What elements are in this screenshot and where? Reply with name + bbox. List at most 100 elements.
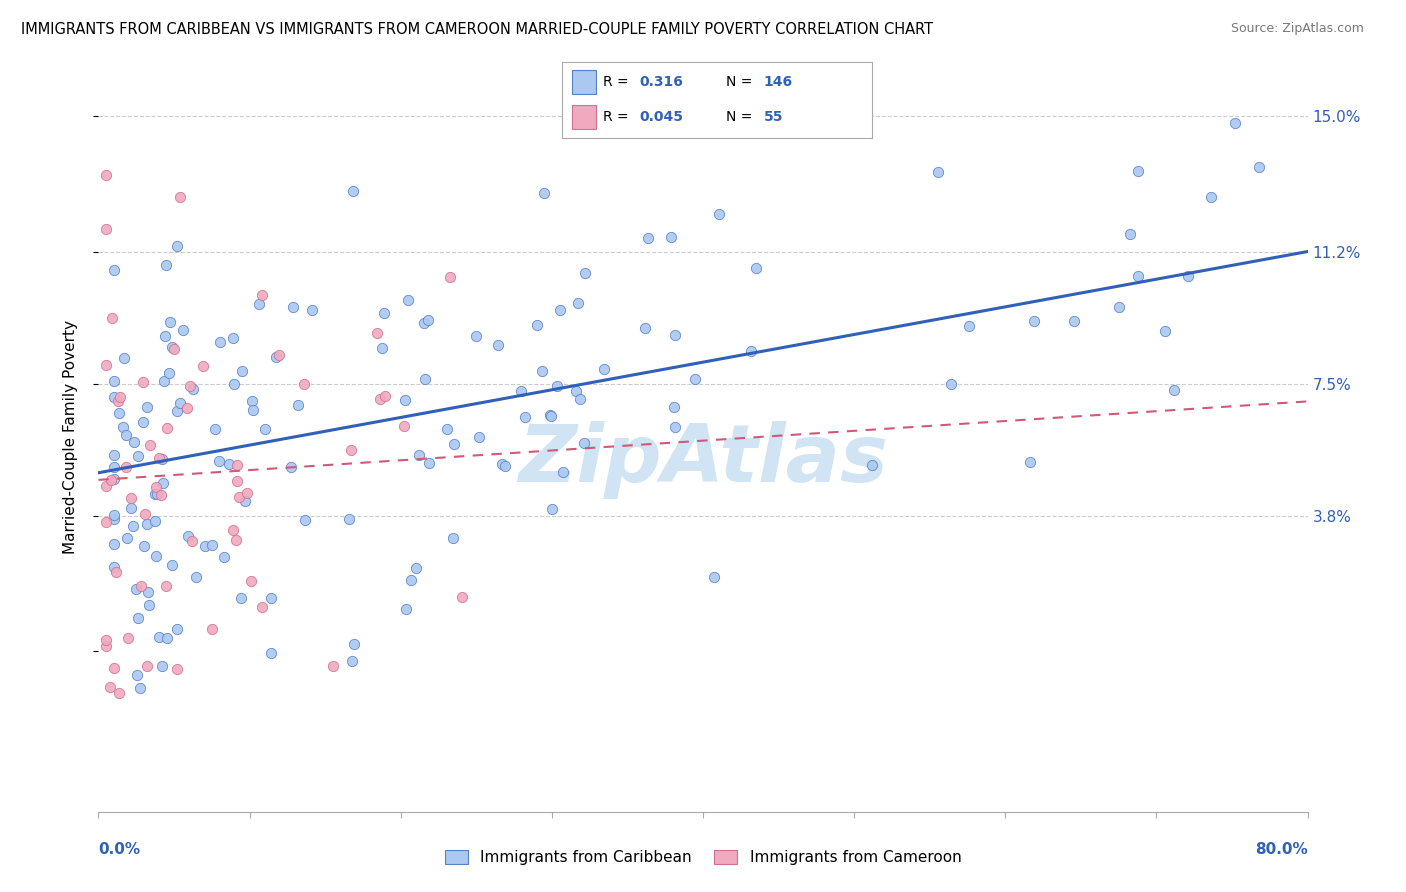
Point (100, 473, 122, 487)
Point (322, 658, 344, 673)
Point (366, 326, 388, 340)
Point (565, 384, 588, 398)
Point (574, 436, 596, 450)
Point (396, 293, 419, 308)
Point (145, 549, 167, 563)
Point (134, 507, 156, 521)
Text: 55: 55 (763, 110, 783, 124)
Point (569, 392, 592, 406)
Point (1063, 313, 1085, 327)
Point (155, 579, 177, 593)
Point (127, 611, 149, 625)
Point (222, 331, 245, 345)
Point (129, 579, 152, 593)
Point (214, 550, 236, 565)
Point (509, 384, 531, 398)
Point (160, 558, 183, 573)
Point (233, 493, 256, 508)
Bar (572, 70, 596, 95)
Point (259, 646, 281, 660)
Point (225, 458, 247, 472)
Point (103, 390, 125, 404)
Text: 0.0%: 0.0% (98, 842, 141, 856)
Point (394, 392, 416, 407)
Point (664, 420, 686, 434)
Point (548, 303, 571, 318)
Point (127, 449, 149, 463)
Point (94, 479, 117, 493)
Point (240, 393, 263, 408)
Point (413, 372, 436, 386)
Point (250, 600, 273, 615)
Point (240, 574, 263, 588)
Point (135, 401, 157, 415)
Point (103, 460, 125, 475)
Point (231, 363, 253, 377)
Point (1024, 313, 1046, 327)
Point (179, 379, 201, 393)
Point (408, 449, 430, 463)
Point (191, 359, 214, 373)
Point (540, 408, 562, 422)
Point (166, 623, 188, 637)
Point (662, 400, 685, 414)
Point (927, 165, 949, 179)
Point (683, 372, 706, 386)
Point (156, 631, 179, 645)
Text: ZipAtlas: ZipAtlas (517, 420, 889, 499)
Point (280, 460, 302, 475)
Point (1119, 227, 1142, 241)
Point (441, 531, 464, 545)
Point (637, 231, 659, 245)
Point (94, 169, 117, 183)
Point (551, 466, 574, 480)
Point (148, 630, 170, 644)
Point (150, 659, 173, 673)
Point (98, 680, 121, 694)
Point (342, 184, 364, 198)
Point (177, 529, 200, 543)
Point (139, 438, 162, 452)
Point (443, 437, 465, 451)
Point (465, 329, 488, 343)
Point (264, 350, 287, 364)
Point (368, 392, 391, 407)
Point (172, 323, 194, 337)
Point (166, 404, 188, 418)
Point (399, 573, 422, 587)
Point (703, 570, 725, 584)
Point (148, 450, 170, 465)
Point (574, 266, 596, 280)
Point (138, 599, 160, 613)
Point (143, 514, 166, 528)
Point (163, 342, 186, 356)
Point (939, 377, 962, 392)
Point (181, 534, 204, 549)
Point (149, 488, 172, 502)
Point (208, 454, 231, 468)
Point (94, 639, 117, 653)
Point (224, 376, 246, 391)
Point (541, 501, 564, 516)
Point (103, 263, 125, 277)
Point (143, 486, 166, 500)
Text: 0.045: 0.045 (640, 110, 683, 124)
Point (269, 348, 291, 362)
Point (132, 415, 155, 429)
Bar (572, 105, 596, 129)
Point (228, 490, 250, 504)
Point (114, 459, 136, 474)
Point (135, 659, 157, 673)
Point (513, 410, 536, 425)
Point (225, 533, 247, 547)
Point (531, 364, 554, 378)
Point (121, 519, 143, 533)
Text: 80.0%: 80.0% (1254, 842, 1308, 856)
Y-axis label: Married-Couple Family Poverty: Married-Couple Family Poverty (63, 320, 77, 554)
Point (145, 480, 167, 494)
Point (340, 654, 363, 668)
Point (1223, 116, 1246, 130)
Point (103, 508, 125, 522)
Text: R =: R = (603, 75, 633, 89)
Point (108, 390, 131, 404)
